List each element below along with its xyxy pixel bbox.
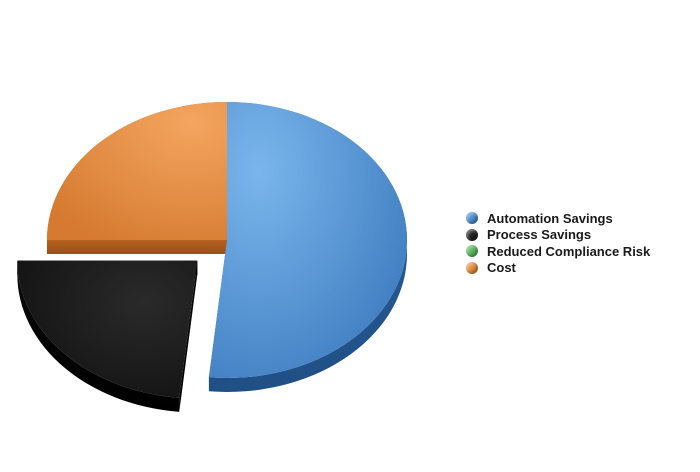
legend-item-cost[interactable]: Cost bbox=[466, 260, 650, 277]
slice-cost[interactable] bbox=[47, 102, 227, 240]
legend-label: Automation Savings bbox=[487, 210, 613, 226]
legend-label: Cost bbox=[487, 260, 516, 276]
slice-wall-process-savings-0 bbox=[179, 260, 198, 412]
slice-side-process-savings bbox=[17, 260, 180, 412]
legend-item-process-savings[interactable]: Process Savings bbox=[466, 227, 650, 244]
chart-legend: Automation Savings Process Savings Reduced… bbox=[466, 210, 650, 276]
legend-label: Reduced Compliance Risk bbox=[487, 243, 651, 259]
legend-swatch-icon bbox=[466, 212, 478, 225]
legend-item-automation-savings[interactable]: Automation Savings bbox=[466, 210, 650, 227]
slice-wall-cost-0 bbox=[47, 240, 227, 254]
legend-swatch-icon bbox=[466, 245, 478, 258]
legend-label: Process Savings bbox=[487, 227, 592, 243]
slice-process-savings[interactable] bbox=[17, 260, 198, 398]
legend-swatch-icon bbox=[466, 261, 478, 274]
legend-item-reduced-compliance-risk[interactable]: Reduced Compliance Risk bbox=[466, 243, 650, 260]
slice-automation-savings[interactable] bbox=[208, 102, 408, 379]
legend-swatch-icon bbox=[466, 228, 478, 241]
